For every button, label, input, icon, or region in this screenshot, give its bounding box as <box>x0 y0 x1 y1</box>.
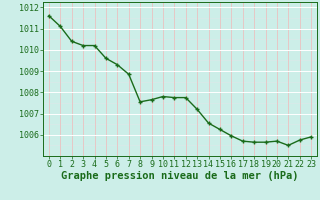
X-axis label: Graphe pression niveau de la mer (hPa): Graphe pression niveau de la mer (hPa) <box>61 171 299 181</box>
